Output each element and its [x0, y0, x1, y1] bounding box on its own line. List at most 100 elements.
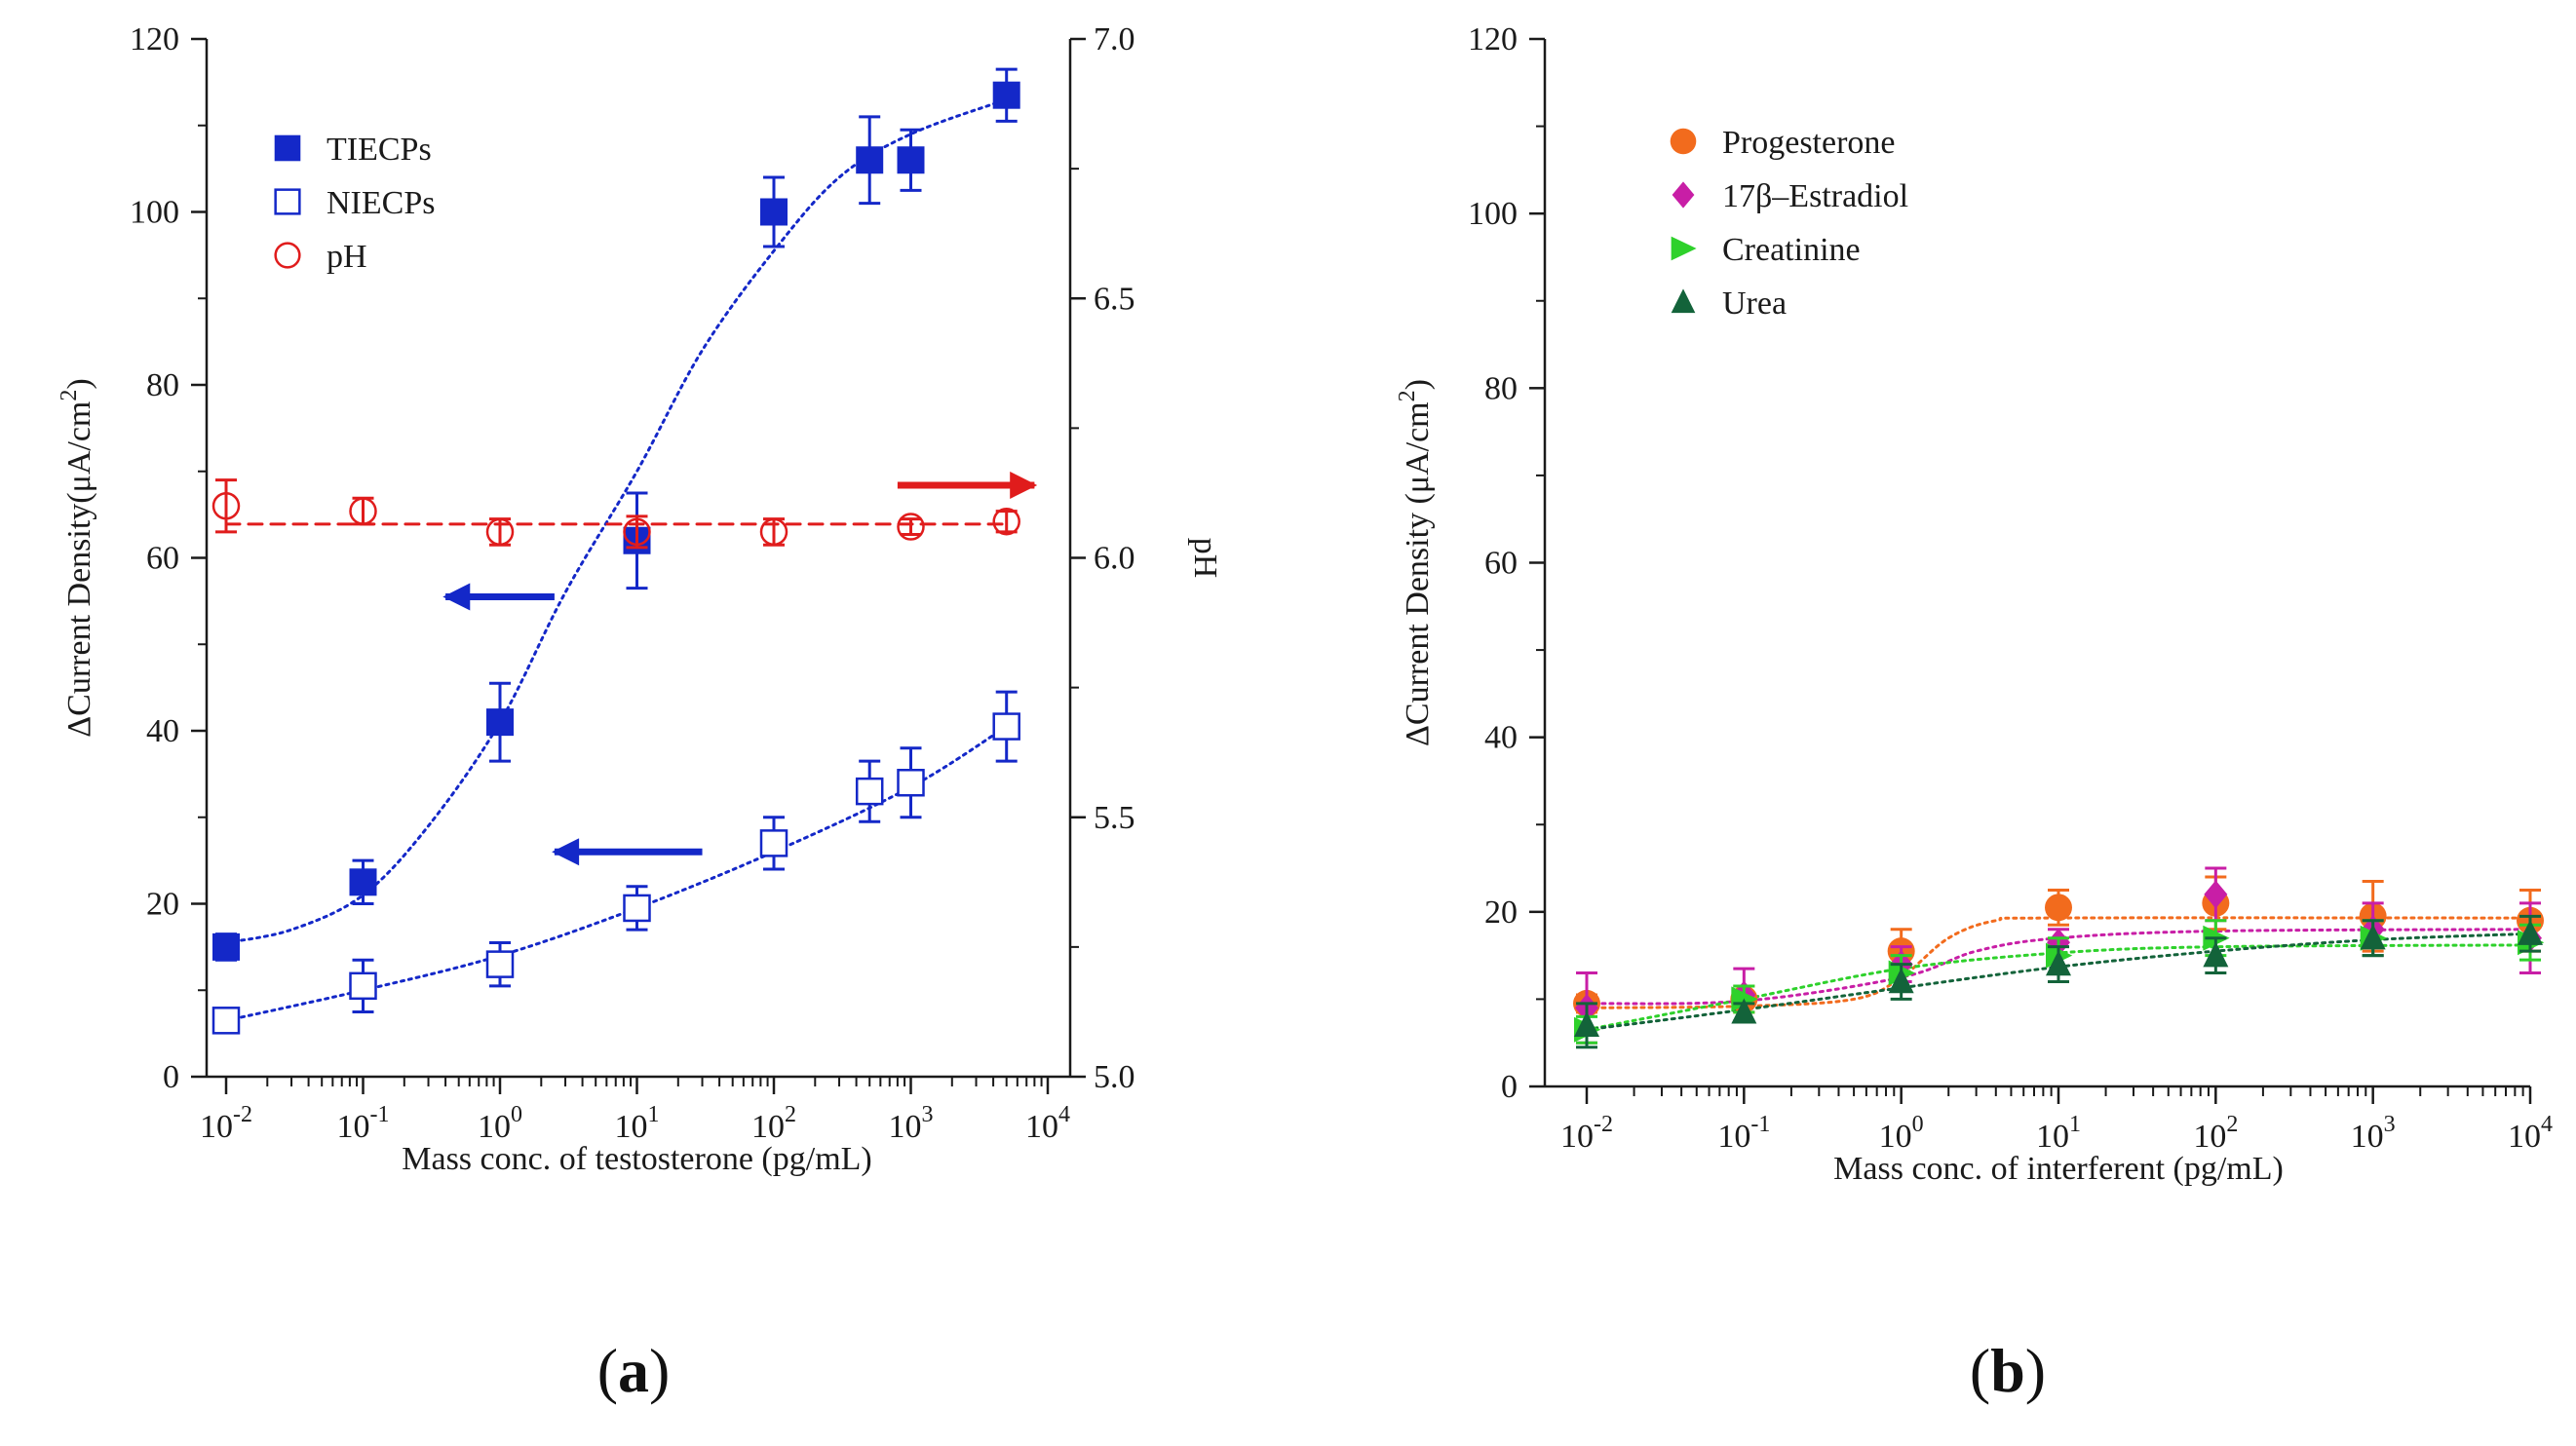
legend-label: TIECPs	[327, 132, 432, 168]
legend-marker	[1672, 181, 1695, 209]
x-tick-base: 10	[751, 1109, 785, 1145]
data-point	[349, 497, 377, 525]
data-point	[897, 769, 925, 797]
legend-label: NIECPs	[327, 185, 435, 221]
data-point	[992, 507, 1020, 536]
x-tick-exponent: 2	[785, 1102, 796, 1127]
panel-a-data-points	[211, 67, 1020, 1035]
data-point	[759, 517, 788, 547]
x-tick-label: 103	[889, 1102, 934, 1145]
x-tick-exponent: 4	[2541, 1112, 2553, 1137]
data-point	[1574, 1010, 1599, 1037]
data-point	[992, 81, 1020, 109]
x-tick-exponent: 1	[648, 1102, 660, 1127]
legend-marker	[1671, 236, 1697, 261]
legend-label: Urea	[1722, 285, 1787, 322]
x-tick-label: 101	[2036, 1112, 2081, 1155]
x-tick-exponent: -2	[1594, 1112, 1613, 1137]
y-tick-label: 80	[146, 367, 179, 403]
x-tick-exponent: 4	[1058, 1102, 1070, 1127]
y-axis-title-close: )	[1400, 379, 1436, 390]
x-tick-base: 10	[1879, 1119, 1912, 1155]
data-point	[349, 971, 377, 1001]
x-tick-base: 10	[2193, 1119, 2226, 1155]
x-tick-exponent: 3	[922, 1102, 934, 1127]
data-point	[897, 513, 925, 541]
x-tick-label: 10-1	[1717, 1112, 1770, 1155]
y-tick-label: 0	[1501, 1069, 1518, 1105]
data-point	[2204, 880, 2228, 909]
y-tick-label: 20	[146, 887, 179, 923]
y-axis-title-superscript: 2	[57, 390, 82, 401]
y-tick-label: 100	[130, 195, 179, 231]
legend-marker	[1671, 288, 1696, 314]
y-tick-label: 80	[1484, 370, 1518, 406]
y2-tick-label: 5.0	[1094, 1059, 1135, 1095]
y-tick-label: 40	[146, 713, 179, 749]
x-tick-exponent: 3	[2384, 1112, 2396, 1137]
data-point	[855, 777, 884, 806]
y2-tick-label: 6.0	[1094, 541, 1135, 577]
legend-label: pH	[327, 239, 367, 275]
x-tick-label: 10-2	[200, 1102, 252, 1145]
y-tick-label: 60	[1484, 546, 1518, 582]
x-tick-base: 10	[2508, 1119, 2541, 1155]
x-tick-label: 101	[615, 1102, 660, 1145]
y2-axis-title: pH	[1187, 538, 1223, 579]
legend-label: 17β–Estradiol	[1722, 178, 1908, 214]
x-tick-exponent: -2	[233, 1102, 252, 1127]
x-tick-label: 10-2	[1560, 1112, 1613, 1155]
x-tick-base: 10	[1717, 1119, 1750, 1155]
x-tick-base: 10	[889, 1109, 922, 1145]
x-tick-base: 10	[337, 1109, 370, 1145]
x-tick-label: 104	[2508, 1112, 2553, 1155]
x-tick-label: 100	[1879, 1112, 1924, 1155]
x-tick-base: 10	[2351, 1119, 2384, 1155]
data-point	[2046, 950, 2071, 976]
data-point	[1888, 968, 1914, 994]
fit-curve-niecps	[224, 725, 1009, 1022]
data-point	[856, 146, 884, 174]
y-axis-title-superscript: 2	[1395, 390, 1420, 401]
data-point	[212, 932, 240, 961]
y-tick-label: 120	[1468, 21, 1518, 57]
y-tick-label: 40	[1484, 720, 1518, 756]
y-tick-label: 20	[1484, 894, 1518, 931]
data-point	[349, 868, 377, 896]
panel-b-data-points	[1573, 866, 2545, 1049]
y-axis-title-main: ΔCurrent Density (μA/cm	[1400, 401, 1436, 746]
data-point	[897, 146, 925, 174]
data-point	[485, 950, 515, 978]
panel-label-b: (b)	[1970, 1336, 2046, 1405]
x-tick-exponent: 0	[511, 1102, 522, 1127]
x-tick-base: 10	[2036, 1119, 2069, 1155]
x-axis-title: Mass conc. of testosterone (pg/mL)	[402, 1141, 872, 1177]
y2-tick-label: 7.0	[1094, 21, 1135, 57]
x-tick-exponent: -1	[370, 1102, 390, 1127]
panel-label-a: (a)	[597, 1336, 671, 1405]
panel-a-fit-curves	[224, 97, 1009, 1022]
y-axis-title: ΔCurrent Density (μA/cm2)	[1395, 379, 1436, 746]
x-tick-label: 10-1	[337, 1102, 390, 1145]
data-point	[760, 198, 788, 226]
panel-b-legend: Progesterone 17β–Estradiol Creatinine Urea	[1670, 125, 1908, 322]
x-axis-title: Mass conc. of interferent (pg/mL)	[1833, 1151, 2284, 1187]
data-point	[623, 517, 651, 547]
panel-a-legend: TIECPs NIECPs pH	[274, 132, 435, 275]
y2-tick-label: 5.5	[1094, 800, 1135, 836]
x-tick-label: 104	[1025, 1102, 1070, 1145]
x-tick-exponent: -1	[1750, 1112, 1770, 1137]
data-point	[1731, 998, 1757, 1024]
data-point	[2203, 941, 2229, 968]
y-axis-title-main: ΔCurrent Density(μA/cm	[61, 401, 97, 738]
legend-marker	[274, 188, 301, 215]
y-tick-label: 0	[163, 1059, 179, 1095]
x-tick-base: 10	[1025, 1109, 1058, 1145]
data-point	[2045, 894, 2072, 922]
fit-curve-progesterone	[1585, 916, 2532, 1009]
data-point	[211, 492, 241, 520]
legend-marker	[1670, 128, 1697, 155]
